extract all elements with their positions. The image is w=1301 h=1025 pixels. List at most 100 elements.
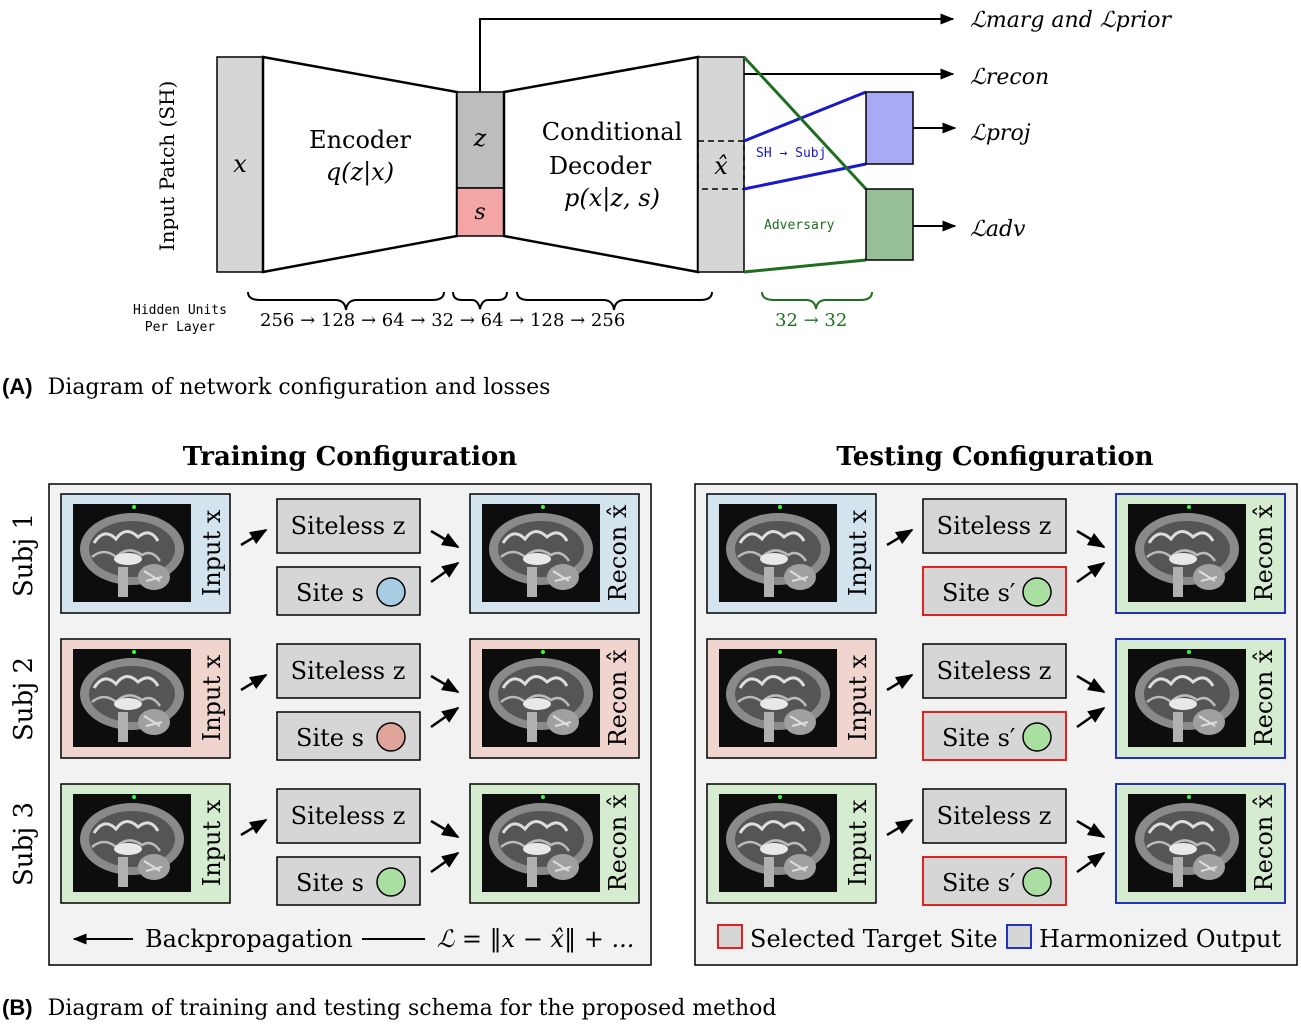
latent-z-label: z: [473, 124, 487, 152]
loss-formula: ℒ = ‖x − x̂‖ + ...: [437, 925, 634, 954]
flow-arrow: [886, 528, 914, 547]
site-color-circle: [1022, 867, 1052, 897]
caption-a-tag: (A): [2, 374, 33, 399]
input-brain-image: [73, 504, 191, 602]
input-brain-image: [719, 794, 837, 892]
site-s-block: [456, 187, 505, 237]
siteless-z-label: Siteless z: [937, 802, 1052, 830]
hidden-units-adversary: 32 → 32: [775, 310, 847, 331]
input-label: Input x: [198, 654, 226, 741]
flow-arrow: [430, 851, 460, 874]
legend-harmonized-swatch: [1006, 924, 1032, 949]
input-brain-image: [719, 504, 837, 602]
input-label: Input x: [198, 799, 226, 886]
siteless-z-box: [276, 498, 421, 554]
flow-arrow: [886, 673, 914, 692]
proj-line-top: [743, 90, 867, 143]
recon-label: Recon x̂: [1250, 504, 1278, 601]
input-label: Input x: [844, 509, 872, 596]
testing-title: Testing Configuration: [836, 442, 1153, 472]
siteless-z-box: [276, 643, 421, 699]
legend-selected-label: Selected Target Site: [750, 925, 998, 953]
flow-arrow: [430, 706, 460, 729]
decoder-formula: p(x|z, s): [564, 184, 660, 213]
caption-a: (A) Diagram of network configuration and…: [2, 374, 550, 400]
legend-selected-swatch: [717, 924, 743, 949]
flow-arrow: [430, 529, 460, 549]
hidden-units-label-1: Hidden Units: [133, 303, 227, 318]
siteless-z-label: Siteless z: [937, 657, 1052, 685]
decoder-title-1: Conditional: [542, 118, 683, 146]
brace-adversary: [761, 291, 873, 310]
recon-brain-image: [1128, 794, 1246, 892]
sh-subj-label: SH → Subj: [756, 146, 826, 161]
site-color-circle: [1022, 577, 1052, 607]
flow-arrow: [1076, 561, 1106, 584]
subject-label: Subj 2: [9, 657, 39, 741]
adv-line-bottom: [743, 258, 867, 274]
loss-recon: ℒrecon: [970, 65, 1049, 90]
input-brain-image: [73, 649, 191, 747]
flow-arrow: [1076, 851, 1106, 874]
recon-brain-image: [482, 649, 600, 747]
recon-brain-image: [482, 504, 600, 602]
training-title: Training Configuration: [183, 442, 517, 472]
adversary-label: Adversary: [764, 218, 835, 233]
input-brain-image: [73, 794, 191, 892]
flow-arrow: [240, 673, 268, 692]
siteless-z-label: Siteless z: [291, 657, 406, 685]
input-label: Input x: [198, 509, 226, 596]
site-color-circle: [376, 722, 406, 752]
hidden-units-main: 256 → 128 → 64 → 32 → 64 → 128 → 256: [260, 310, 625, 331]
site-s-label: s: [474, 200, 485, 225]
loss-adv: ℒadv: [970, 217, 1026, 242]
loss-marg-prior: ℒmarg and ℒprior: [970, 8, 1173, 33]
caption-b-text: Diagram of training and testing schema f…: [48, 996, 777, 1021]
flow-arrow: [1076, 674, 1106, 694]
flow-arrow: [240, 818, 268, 837]
site-color-circle: [376, 867, 406, 897]
brace-encoder: [247, 291, 445, 311]
site-s-label: Site s′: [942, 579, 1015, 607]
input-label: Input x: [844, 799, 872, 886]
recon-label: Recon x̂: [604, 504, 632, 601]
marg-prior-arrow: [479, 13, 955, 92]
backprop-label: Backpropagation: [145, 925, 353, 953]
flow-arrow: [430, 674, 460, 694]
flow-arrow: [1076, 529, 1106, 549]
flow-arrow: [240, 528, 268, 547]
input-patch-label: Input Patch (SH): [155, 81, 179, 252]
legend-harmonized-label: Harmonized Output: [1039, 925, 1281, 953]
brace-decoder: [516, 291, 713, 311]
siteless-z-label: Siteless z: [291, 512, 406, 540]
siteless-z-label: Siteless z: [937, 512, 1052, 540]
site-s-label: Site s′: [942, 724, 1015, 752]
recon-brain-image: [1128, 504, 1246, 602]
input-label: Input x: [844, 654, 872, 741]
flow-arrow: [1076, 819, 1106, 839]
input-brain-image: [719, 649, 837, 747]
flow-arrow: [1076, 706, 1106, 729]
subject-rows: Input x Siteless z Site s Recon x̂ Input x Si…: [60, 493, 1286, 906]
encoder-formula: q(z|x): [326, 158, 394, 187]
siteless-z-box: [922, 498, 1067, 554]
recon-label: Recon x̂: [604, 649, 632, 746]
input-block: [216, 56, 264, 273]
site-s-label: Site s′: [942, 869, 1015, 897]
projection-head-block: [865, 91, 914, 165]
training-testing-panel: Training Configuration Testing Configura…: [2, 442, 1298, 1021]
site-s-label: Site s: [296, 579, 364, 607]
caption-b-tag: (B): [2, 995, 33, 1020]
network-configuration-panel: Input Patch (SH) x Encoder q(z|x) z s Co…: [2, 8, 1173, 400]
caption-b: (B) Diagram of training and testing sche…: [2, 995, 776, 1021]
site-color-circle: [1022, 722, 1052, 752]
siteless-z-box: [922, 788, 1067, 844]
site-color-circle: [376, 577, 406, 607]
recon-label: Recon x̂: [1250, 649, 1278, 746]
flow-arrow: [430, 819, 460, 839]
flow-arrow: [886, 818, 914, 837]
subject-label: Subj 1: [9, 513, 39, 597]
site-s-label: Site s: [296, 724, 364, 752]
adversary-block: [865, 188, 914, 261]
